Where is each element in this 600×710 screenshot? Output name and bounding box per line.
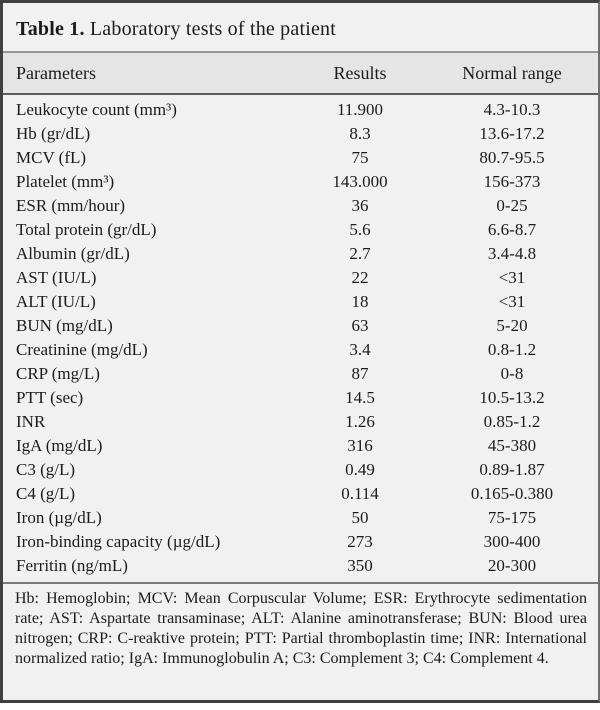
- row-parameter: Platelet (mm³): [16, 172, 115, 191]
- row-result: 2.7: [349, 244, 371, 263]
- table-row: AST (IU/L) 22 <31: [3, 266, 598, 290]
- row-normal-range: 300-400: [483, 532, 541, 551]
- row-parameter: MCV (fL): [16, 148, 87, 167]
- row-result: 18: [351, 292, 369, 311]
- row-result: 0.114: [341, 484, 379, 503]
- table-row: IgA (mg/dL) 316 45-380: [3, 434, 598, 458]
- row-parameter: AST (IU/L): [16, 268, 97, 287]
- row-result: 11.900: [336, 100, 384, 119]
- row-result: 3.4: [349, 340, 371, 359]
- table-row: ALT (IU/L) 18 <31: [3, 290, 598, 314]
- row-normal-range: 0-8: [500, 364, 524, 383]
- row-normal-range: 13.6-17.2: [479, 124, 545, 143]
- table-row: Ferritin (ng/mL) 350 20-300: [3, 554, 598, 582]
- row-normal-range: 75-175: [487, 508, 537, 527]
- table-row: Total protein (gr/dL) 5.6 6.6-8.7: [3, 218, 598, 242]
- row-parameter: BUN (mg/dL): [16, 316, 113, 335]
- row-parameter: Creatinine (mg/dL): [16, 340, 148, 359]
- row-normal-range: 0.8-1.2: [487, 340, 537, 359]
- row-parameter: CRP (mg/L): [16, 364, 100, 383]
- row-result: 273: [347, 532, 373, 551]
- table-body: Leukocyte count (mm³) 11.900 4.3-10.3 Hb (g…: [3, 94, 598, 582]
- table-caption-label: Table 1.: [16, 18, 85, 40]
- row-normal-range: 10.5-13.2: [479, 388, 545, 407]
- row-parameter: ALT (IU/L): [16, 292, 96, 311]
- row-parameter: C4 (g/L): [16, 484, 76, 503]
- row-parameter: ESR (mm/hour): [16, 196, 126, 215]
- footnote-divider: [3, 582, 598, 584]
- row-result: 8.3: [349, 124, 371, 143]
- row-normal-range: 3.4-4.8: [487, 244, 537, 263]
- table-row: BUN (mg/dL) 63 5-20: [3, 314, 598, 338]
- row-normal-range: 0.89-1.87: [479, 460, 545, 479]
- lab-results-table: Parameters Results Normal range Leukocyt…: [3, 51, 598, 582]
- row-result: 1.26: [345, 412, 375, 431]
- column-header-normal-range: Normal range: [426, 51, 598, 95]
- row-parameter: Hb (gr/dL): [16, 124, 91, 143]
- table-row: Leukocyte count (mm³) 11.900 4.3-10.3: [3, 94, 598, 122]
- table-caption-text: Laboratory tests of the patient: [89, 18, 336, 40]
- row-normal-range: <31: [498, 292, 526, 311]
- row-result: 36: [351, 196, 369, 215]
- table-header-row: Parameters Results Normal range: [3, 51, 598, 95]
- row-normal-range: 6.6-8.7: [487, 220, 537, 239]
- row-normal-range: 5-20: [496, 316, 528, 335]
- row-result: 0.49: [345, 460, 375, 479]
- row-result: 143.000: [332, 172, 388, 191]
- table-header: Parameters Results Normal range: [3, 51, 598, 95]
- column-header-parameters: Parameters: [3, 51, 294, 95]
- row-result: 63: [351, 316, 369, 335]
- row-normal-range: 80.7-95.5: [479, 148, 545, 167]
- row-result: 5.6: [349, 220, 371, 239]
- row-parameter: Total protein (gr/dL): [16, 220, 157, 239]
- row-result: 22: [351, 268, 369, 287]
- row-parameter: Leukocyte count (mm³): [16, 100, 177, 119]
- row-normal-range: 4.3-10.3: [483, 100, 541, 119]
- row-parameter: Iron-binding capacity (µg/dL): [16, 532, 221, 551]
- table-row: C3 (g/L) 0.49 0.89-1.87: [3, 458, 598, 482]
- table-row: PTT (sec) 14.5 10.5-13.2: [3, 386, 598, 410]
- row-result: 316: [347, 436, 373, 455]
- row-normal-range: 0.165-0.380: [470, 484, 554, 503]
- column-header-results: Results: [294, 51, 426, 95]
- table-row: CRP (mg/L) 87 0-8: [3, 362, 598, 386]
- row-normal-range: 20-300: [487, 556, 537, 575]
- table-row: Hb (gr/dL) 8.3 13.6-17.2: [3, 122, 598, 146]
- table-row: Platelet (mm³) 143.000 156-373: [3, 170, 598, 194]
- row-normal-range: 0-25: [496, 196, 528, 215]
- row-result: 75: [351, 148, 369, 167]
- table-row: ESR (mm/hour) 36 0-25: [3, 194, 598, 218]
- row-result: 350: [347, 556, 373, 575]
- row-result: 50: [351, 508, 369, 527]
- row-result: 87: [351, 364, 369, 383]
- row-parameter: Albumin (gr/dL): [16, 244, 130, 263]
- table-row: MCV (fL) 75 80.7-95.5: [3, 146, 598, 170]
- row-normal-range: 0.85-1.2: [483, 412, 541, 431]
- row-parameter: IgA (mg/dL): [16, 436, 103, 455]
- table-row: Creatinine (mg/dL) 3.4 0.8-1.2: [3, 338, 598, 362]
- row-normal-range: 45-380: [487, 436, 537, 455]
- table-row: C4 (g/L) 0.114 0.165-0.380: [3, 482, 598, 506]
- table-row: INR 1.26 0.85-1.2: [3, 410, 598, 434]
- row-parameter: PTT (sec): [16, 388, 84, 407]
- table-row: Iron-binding capacity (µg/dL) 273 300-400: [3, 530, 598, 554]
- row-normal-range: <31: [498, 268, 526, 287]
- row-parameter: C3 (g/L): [16, 460, 76, 479]
- table-row: Iron (µg/dL) 50 75-175: [3, 506, 598, 530]
- table-row: Albumin (gr/dL) 2.7 3.4-4.8: [3, 242, 598, 266]
- row-parameter: Iron (µg/dL): [16, 508, 102, 527]
- table-caption: Table 1. Laboratory tests of the patient: [3, 3, 598, 51]
- row-result: 14.5: [345, 388, 375, 407]
- table-footnote: Hb: Hemoglobin; MCV: Mean Corpuscular Vo…: [15, 590, 587, 667]
- row-parameter: Ferritin (ng/mL): [16, 556, 128, 575]
- row-normal-range: 156-373: [483, 172, 541, 191]
- row-parameter: INR: [16, 412, 46, 431]
